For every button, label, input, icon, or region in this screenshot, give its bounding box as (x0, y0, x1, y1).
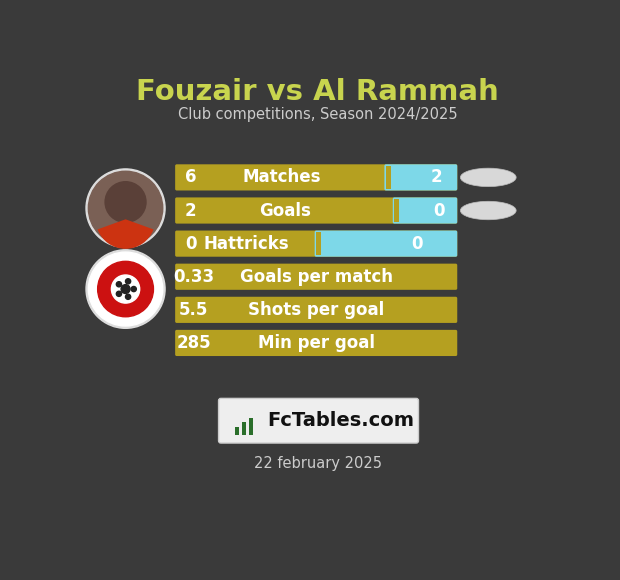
Text: 22 february 2025: 22 february 2025 (254, 456, 382, 472)
FancyBboxPatch shape (175, 164, 458, 190)
Text: 0.33: 0.33 (173, 268, 215, 286)
Text: 2: 2 (430, 168, 442, 186)
Text: 0: 0 (411, 235, 422, 253)
FancyBboxPatch shape (175, 197, 458, 224)
Circle shape (89, 171, 162, 245)
FancyBboxPatch shape (393, 197, 458, 224)
FancyBboxPatch shape (314, 230, 458, 257)
Circle shape (117, 291, 122, 296)
Text: Min per goal: Min per goal (258, 334, 374, 352)
Circle shape (97, 262, 154, 317)
Text: 2: 2 (185, 201, 197, 219)
Text: Shots per goal: Shots per goal (248, 301, 384, 319)
Bar (242, 422, 247, 434)
Bar (316, 232, 321, 255)
Circle shape (86, 250, 165, 328)
Bar (386, 166, 391, 189)
FancyBboxPatch shape (384, 164, 458, 190)
Circle shape (112, 275, 140, 303)
Ellipse shape (460, 201, 516, 220)
Text: Hattricks: Hattricks (203, 235, 290, 253)
Circle shape (86, 169, 165, 248)
Bar (394, 199, 399, 222)
Text: Fouzair vs Al Rammah: Fouzair vs Al Rammah (136, 78, 499, 106)
Text: Goals per match: Goals per match (240, 268, 392, 286)
Wedge shape (97, 219, 154, 249)
Text: Club competitions, Season 2024/2025: Club competitions, Season 2024/2025 (178, 107, 458, 122)
Text: 285: 285 (177, 334, 211, 352)
Circle shape (89, 252, 162, 326)
Circle shape (117, 282, 122, 287)
Text: 0: 0 (185, 235, 197, 253)
Text: Matches: Matches (242, 168, 321, 186)
FancyBboxPatch shape (175, 297, 458, 323)
FancyBboxPatch shape (219, 398, 418, 443)
Circle shape (121, 285, 130, 293)
Text: Goals: Goals (260, 201, 311, 219)
Circle shape (131, 287, 136, 292)
Circle shape (125, 294, 131, 299)
Bar (235, 427, 239, 434)
FancyBboxPatch shape (175, 330, 458, 356)
Text: 0: 0 (433, 201, 445, 219)
Circle shape (125, 279, 131, 284)
Text: FcTables.com: FcTables.com (267, 411, 414, 430)
Text: 5.5: 5.5 (179, 301, 208, 319)
FancyBboxPatch shape (175, 230, 458, 257)
Ellipse shape (460, 168, 516, 187)
FancyBboxPatch shape (175, 264, 458, 290)
Circle shape (105, 182, 146, 222)
Text: 6: 6 (185, 168, 197, 186)
Bar (249, 418, 254, 434)
